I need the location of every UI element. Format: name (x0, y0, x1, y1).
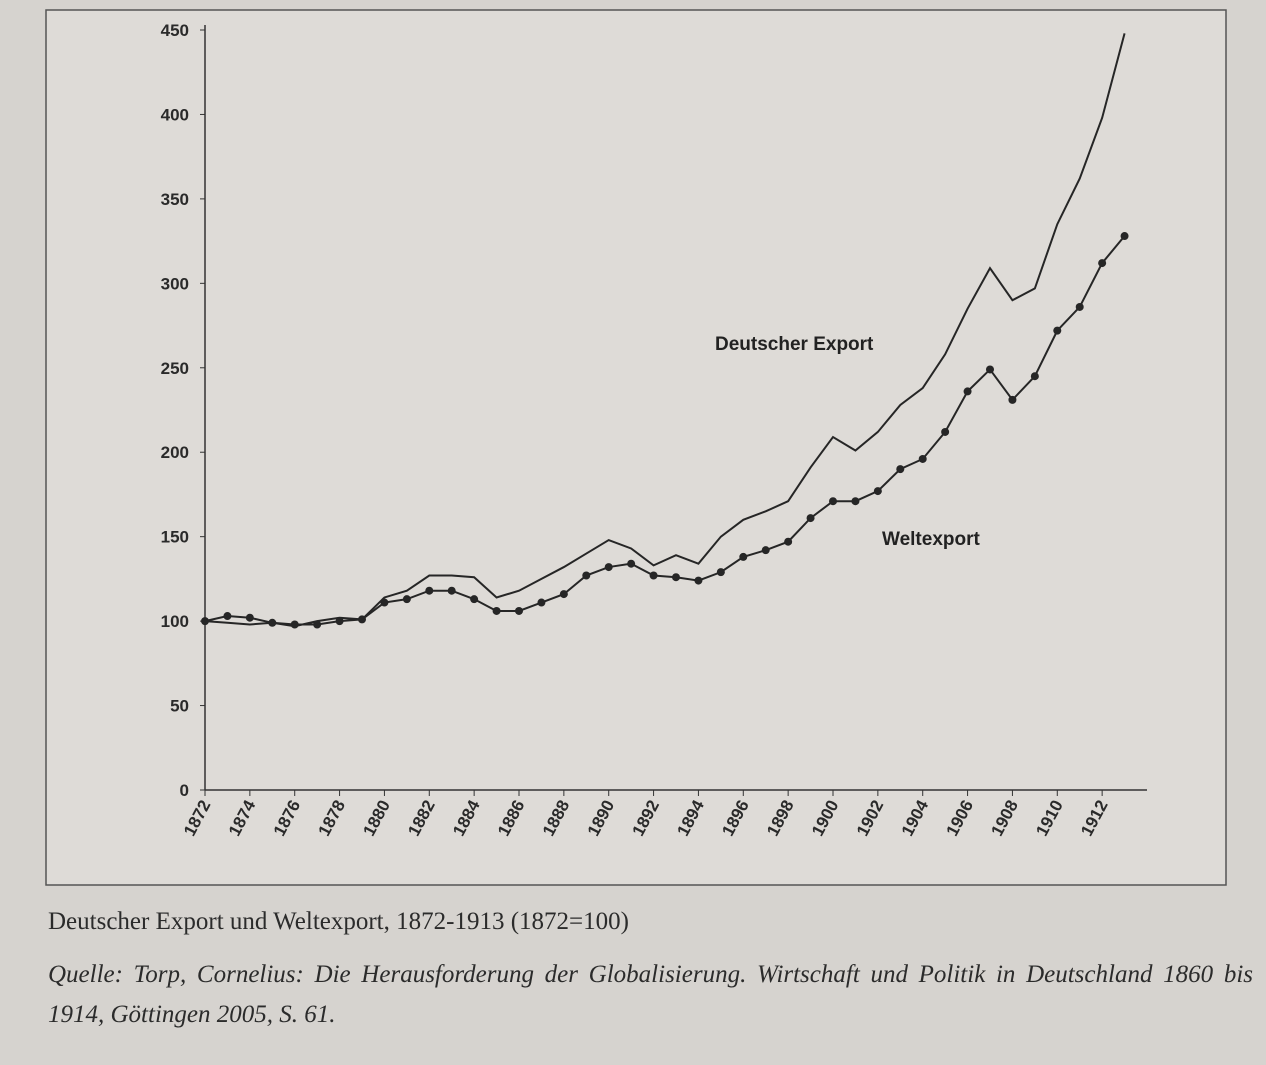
data-point (515, 607, 523, 615)
data-point (336, 617, 344, 625)
page: 0501001502002503003504004501872187418761… (0, 0, 1266, 1065)
y-tick-label: 200 (161, 443, 189, 462)
data-point (1076, 303, 1084, 311)
chart-frame (46, 10, 1226, 885)
data-point (1053, 327, 1061, 335)
data-point (650, 572, 658, 580)
y-tick-label: 100 (161, 612, 189, 631)
data-point (964, 387, 972, 395)
data-point (493, 607, 501, 615)
data-point (403, 595, 411, 603)
y-tick-label: 0 (180, 781, 189, 800)
data-point (380, 599, 388, 607)
data-point (762, 546, 770, 554)
data-point (829, 497, 837, 505)
data-point (941, 428, 949, 436)
data-point (448, 587, 456, 595)
data-point (694, 577, 702, 585)
data-point (358, 615, 366, 623)
data-point (560, 590, 568, 598)
y-tick-label: 250 (161, 359, 189, 378)
y-tick-label: 50 (170, 697, 189, 716)
data-point (246, 614, 254, 622)
data-point (807, 514, 815, 522)
data-point (784, 538, 792, 546)
source: Quelle: Torp, Cornelius: Die Herausforde… (48, 955, 1253, 1035)
series-label: Weltexport (882, 529, 981, 550)
data-point (470, 595, 478, 603)
data-point (537, 599, 545, 607)
data-point (268, 619, 276, 627)
y-tick-label: 300 (161, 274, 189, 293)
data-point (672, 573, 680, 581)
chart: 0501001502002503003504004501872187418761… (0, 0, 1266, 1065)
data-point (201, 617, 209, 625)
series-label: Deutscher Export (715, 334, 874, 355)
data-point (1031, 372, 1039, 380)
y-tick-label: 450 (161, 21, 189, 40)
data-point (1121, 232, 1129, 240)
data-point (291, 620, 299, 628)
data-point (896, 465, 904, 473)
data-point (851, 497, 859, 505)
data-point (986, 365, 994, 373)
data-point (223, 612, 231, 620)
data-point (1098, 259, 1106, 267)
data-point (874, 487, 882, 495)
data-point (313, 620, 321, 628)
y-tick-label: 400 (161, 105, 189, 124)
caption: Deutscher Export und Weltexport, 1872-19… (48, 908, 629, 936)
data-point (717, 568, 725, 576)
data-point (627, 560, 635, 568)
y-tick-label: 350 (161, 190, 189, 209)
data-point (919, 455, 927, 463)
data-point (605, 563, 613, 571)
data-point (739, 553, 747, 561)
y-tick-label: 150 (161, 528, 189, 547)
data-point (1008, 396, 1016, 404)
data-point (582, 572, 590, 580)
data-point (425, 587, 433, 595)
